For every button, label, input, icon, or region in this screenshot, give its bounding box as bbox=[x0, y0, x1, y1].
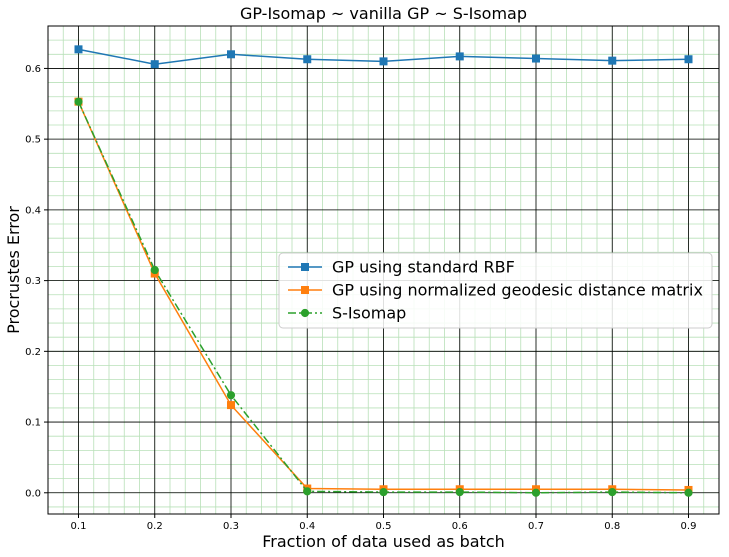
legend-box bbox=[278, 252, 713, 329]
chart-title: GP-Isomap ~ vanilla GP ~ S-Isomap bbox=[240, 4, 527, 23]
data-point bbox=[608, 56, 617, 65]
data-point bbox=[608, 487, 617, 497]
x-tick-label: 0.5 bbox=[376, 521, 392, 532]
legend-label: S-Isomap bbox=[332, 304, 406, 323]
data-point bbox=[531, 488, 541, 497]
data-point bbox=[455, 487, 464, 497]
x-tick-label: 0.3 bbox=[223, 521, 239, 532]
y-tick-label: 0.4 bbox=[25, 205, 41, 216]
x-tick-label: 0.2 bbox=[147, 521, 163, 532]
data-point bbox=[150, 60, 159, 69]
data-point bbox=[303, 487, 312, 496]
data-point bbox=[226, 391, 236, 400]
legend-label: GP using standard RBF bbox=[332, 258, 515, 277]
legend-item: GP using standard RBF bbox=[288, 258, 515, 277]
y-tick-label: 0.0 bbox=[25, 488, 41, 499]
x-tick-label: 0.8 bbox=[604, 521, 620, 532]
y-tick-label: 0.1 bbox=[25, 418, 41, 429]
y-tick-label: 0.2 bbox=[25, 347, 41, 358]
legend-marker bbox=[300, 308, 310, 318]
data-point bbox=[532, 54, 540, 63]
data-point bbox=[74, 45, 83, 54]
legend: GP using standard RBF GP using normalized… bbox=[278, 252, 713, 329]
data-point bbox=[303, 55, 312, 64]
data-point bbox=[379, 487, 388, 497]
data-point bbox=[227, 50, 235, 59]
x-tick-label: 0.6 bbox=[452, 521, 468, 532]
series-3 bbox=[74, 97, 693, 497]
x-tick-label: 0.7 bbox=[528, 521, 544, 532]
legend-marker bbox=[301, 286, 309, 294]
legend-marker bbox=[301, 263, 309, 271]
y-tick-label: 0.5 bbox=[25, 135, 41, 146]
y-tick-label: 0.3 bbox=[25, 276, 41, 287]
legend-item: S-Isomap bbox=[288, 304, 406, 323]
data-point bbox=[227, 401, 235, 410]
y-axis-title: Procrustes Error bbox=[4, 206, 23, 334]
series-1 bbox=[74, 45, 693, 69]
data-point bbox=[684, 488, 693, 497]
data-point bbox=[74, 97, 83, 106]
y-tick-label: 0.6 bbox=[25, 64, 41, 75]
data-point bbox=[684, 55, 693, 64]
series-layer bbox=[74, 45, 693, 497]
x-tick-label: 0.1 bbox=[71, 521, 87, 532]
x-tick-label: 0.4 bbox=[299, 521, 315, 532]
axis-ticks: 0.1 0.2 0.3 0.4 0.5 0.6 0.7 0.8 0.9 0.0 0.1 0.2 0.3 0… bbox=[25, 64, 696, 532]
data-point bbox=[379, 57, 388, 66]
data-point bbox=[150, 265, 159, 275]
legend-label: GP using normalized geodesic distance ma… bbox=[332, 281, 703, 300]
x-tick-label: 0.9 bbox=[681, 521, 697, 532]
x-axis-title: Fraction of data used as batch bbox=[262, 532, 505, 551]
legend-item: GP using normalized geodesic distance ma… bbox=[288, 281, 703, 300]
data-point bbox=[455, 52, 464, 61]
